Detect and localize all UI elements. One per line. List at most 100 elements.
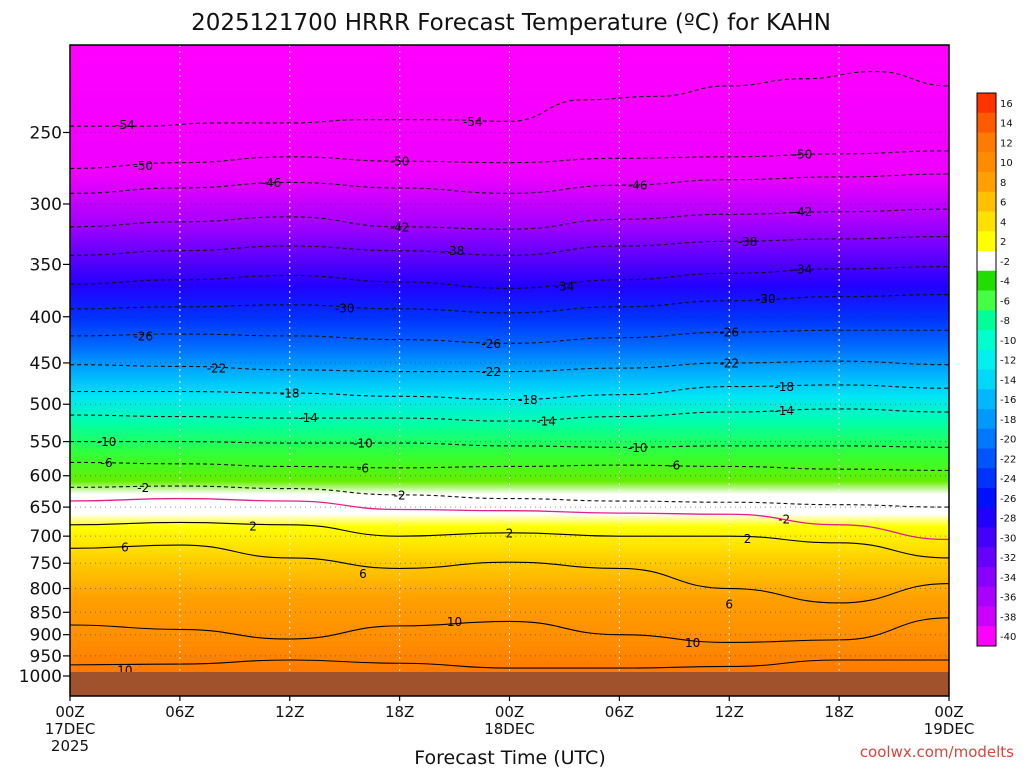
x-tick-label-2-0: 12Z [275, 703, 304, 721]
contour-label-9-0: -18 [280, 387, 300, 401]
contour-label-8-2: -22 [719, 356, 739, 370]
contour-label-12-2: -6 [668, 459, 680, 473]
y-axis: 250 300 350 400 450 500 550 600 650 700 750 800 850 9… [19, 123, 70, 687]
colorbar-label-22: -30 [1000, 533, 1016, 544]
colorbar-swatch-20 [977, 488, 996, 509]
contour-solid-3 [70, 659, 949, 669]
colorbar-swatch-22 [977, 527, 996, 548]
colorbar-label-19: -24 [1000, 474, 1016, 485]
colorbar-label-2: 12 [1000, 138, 1013, 149]
contour-label-1-2: -50 [793, 147, 813, 161]
colorbar-label-1: 14 [1000, 119, 1013, 130]
y-tick-label-10: 750 [30, 554, 62, 574]
contour-label-9-1: -18 [518, 393, 538, 407]
chart-title: 2025121700 HRRR Forecast Temperature (ºC… [191, 10, 831, 36]
colorbar-swatch-12 [977, 330, 996, 351]
colorbar-swatch-5 [977, 191, 996, 212]
colorbar-swatch-0 [977, 93, 996, 114]
contour-dashed-10 [70, 408, 949, 422]
x-axis-label: Forecast Time (UTC) [414, 747, 605, 768]
colorbar-label-8: -2 [1000, 257, 1010, 268]
colorbar-label-10: -6 [1000, 296, 1010, 307]
colorbar-label-7: 2 [1000, 237, 1006, 248]
contour-dashed-5 [70, 266, 949, 289]
y-tick-label-9: 700 [30, 527, 62, 547]
plot-area: -54 -54 -50 -50 -50 -46 -46 -42 -42 -38 -38 -34 -34 -… [69, 44, 950, 697]
y-tick-label-13: 900 [30, 626, 62, 646]
contour-dashed-11 [70, 441, 949, 448]
credit-link[interactable]: coolwx.com/modelts [860, 743, 1014, 761]
x-tick-label-0-1: 17DEC [45, 720, 96, 738]
contour-label-12-0: -6 [101, 456, 113, 470]
colorbar-swatch-1 [977, 112, 996, 133]
colorbar-label-27: -40 [1000, 632, 1016, 643]
ground-surface [70, 672, 949, 696]
y-tick-label-1: 300 [30, 195, 62, 215]
colorbar: 16 14 12 10 8 6 4 2 -2 -4 -6 -8 -10 -12 -14 -16 -18 -20 -2… [976, 92, 1016, 647]
contour-label-0-1: -54 [463, 115, 483, 129]
contour-dashed-13 [70, 485, 949, 508]
contour-label-2-0: 10 [447, 615, 462, 629]
contour-solid-0 [70, 521, 949, 559]
contour-dashed-7 [70, 329, 949, 344]
colorbar-label-13: -12 [1000, 356, 1016, 367]
contour-label-11-1: -10 [353, 437, 373, 451]
contour-label-10-2: -14 [774, 404, 794, 418]
colorbar-swatch-10 [977, 290, 996, 311]
colorbar-swatch-7 [977, 231, 996, 252]
contour-label-1-1: 6 [359, 567, 367, 581]
colorbar-label-24: -34 [1000, 573, 1016, 584]
colorbar-swatch-25 [977, 586, 996, 607]
colorbar-label-15: -16 [1000, 395, 1016, 406]
colorbar-swatch-4 [977, 172, 996, 193]
grid [70, 45, 949, 696]
x-tick-label-3-0: 18Z [385, 703, 414, 721]
contour-label-5-1: -34 [793, 262, 813, 276]
colorbar-swatch-6 [977, 211, 996, 232]
contour-label-3-0: -42 [390, 220, 410, 234]
contour-dashed-9 [70, 384, 949, 401]
contour-label-5-0: -34 [555, 280, 575, 294]
x-tick-label-4-0: 00Z [495, 703, 524, 721]
contour-label-6-0: -30 [335, 301, 355, 315]
contour-dashed-8 [70, 360, 949, 373]
colorbar-label-14: -14 [1000, 375, 1016, 386]
contour-label-11-0: -10 [97, 435, 117, 449]
colorbar-swatch-3 [977, 152, 996, 173]
y-tick-label-12: 850 [30, 603, 62, 623]
colorbar-label-23: -32 [1000, 553, 1016, 564]
y-tick-label-6: 550 [30, 433, 62, 453]
contour-label-1-1: -50 [390, 155, 410, 169]
x-tick-label-0-2: 2025 [51, 737, 89, 755]
colorbar-label-17: -20 [1000, 435, 1016, 446]
colorbar-swatch-8 [977, 251, 996, 272]
colorbar-label-9: -4 [1000, 277, 1010, 288]
x-tick-label-5-0: 06Z [605, 703, 634, 721]
contour-label-10-0: -14 [298, 411, 318, 425]
x-tick-label-7-0: 18Z [824, 703, 853, 721]
contour-dashed-3 [70, 208, 949, 230]
x-tick-label-8-1: 19DEC [924, 720, 975, 738]
colorbar-swatch-16 [977, 409, 996, 430]
y-tick-label-8: 650 [30, 498, 62, 518]
x-tick-label-4-1: 18DEC [484, 720, 535, 738]
colorbar-swatch-24 [977, 567, 996, 588]
y-tick-label-11: 800 [30, 580, 62, 600]
contour-label-1-2: 6 [725, 597, 733, 611]
contour-dashed-1 [70, 150, 949, 169]
contour-label-13-0: -2 [137, 481, 149, 495]
colorbar-label-20: -26 [1000, 494, 1016, 505]
y-tick-label-2: 350 [30, 255, 62, 275]
contour-label-13-1: -2 [394, 488, 406, 502]
contour-label-0-2: 2 [744, 532, 752, 546]
colorbar-swatch-27 [977, 626, 996, 647]
colorbar-label-6: 4 [1000, 217, 1006, 228]
contour-label-0-0: 2 [249, 519, 257, 533]
contour-label-8-0: -22 [207, 362, 227, 376]
colorbar-label-18: -22 [1000, 454, 1016, 465]
colorbar-swatch-9 [977, 270, 996, 291]
contour-label-11-2: -10 [628, 441, 648, 455]
contour-dashed-4 [70, 236, 949, 256]
colorbar-swatch-14 [977, 369, 996, 390]
